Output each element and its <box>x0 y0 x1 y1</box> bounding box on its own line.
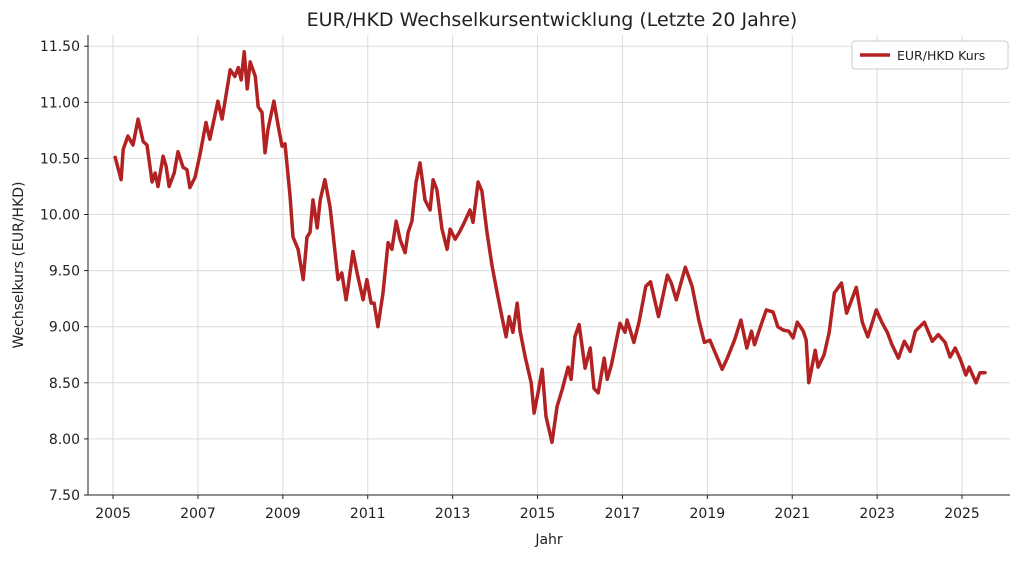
y-tick-label: 10.50 <box>40 151 80 167</box>
x-tick-label: 2021 <box>774 506 810 522</box>
y-tick-label: 9.50 <box>49 264 80 280</box>
x-tick-label: 2025 <box>944 506 980 522</box>
y-tick-label: 11.00 <box>40 95 80 111</box>
x-tick-label: 2015 <box>520 506 556 522</box>
x-tick-label: 2005 <box>95 506 131 522</box>
x-tick-label: 2019 <box>690 506 726 522</box>
y-tick-label: 8.00 <box>49 432 80 448</box>
series-group <box>113 50 987 445</box>
y-axis-label: Wechselkurs (EUR/HKD) <box>11 181 27 348</box>
y-axis-ticks: 7.50 8.00 8.50 9.00 9.50 10.00 10.50 11.00 11.50 <box>40 39 88 504</box>
legend: EUR/HKD Kurs <box>851 40 1009 70</box>
legend-box <box>851 40 1009 70</box>
x-tick-label: 2023 <box>859 506 895 522</box>
x-axis-ticks: 2005 2007 2009 2011 2013 2015 2017 2019 2021 2023… <box>95 495 980 522</box>
x-tick-label: 2009 <box>265 506 301 522</box>
x-axis-label: Jahr <box>534 532 563 548</box>
x-tick-label: 2013 <box>435 506 471 522</box>
grid <box>88 35 1010 496</box>
series-line-eur-hkd <box>113 50 987 445</box>
y-tick-label: 10.00 <box>40 208 80 224</box>
y-tick-label: 11.50 <box>40 39 80 55</box>
y-tick-label: 8.50 <box>49 376 80 392</box>
legend-label: EUR/HKD Kurs <box>897 48 985 63</box>
chart-title: EUR/HKD Wechselkursentwicklung (Letzte 2… <box>307 9 798 31</box>
y-tick-label: 7.50 <box>49 488 80 504</box>
x-tick-label: 2007 <box>180 506 216 522</box>
x-tick-label: 2017 <box>605 506 641 522</box>
y-tick-label: 9.00 <box>49 320 80 336</box>
x-tick-label: 2011 <box>350 506 386 522</box>
